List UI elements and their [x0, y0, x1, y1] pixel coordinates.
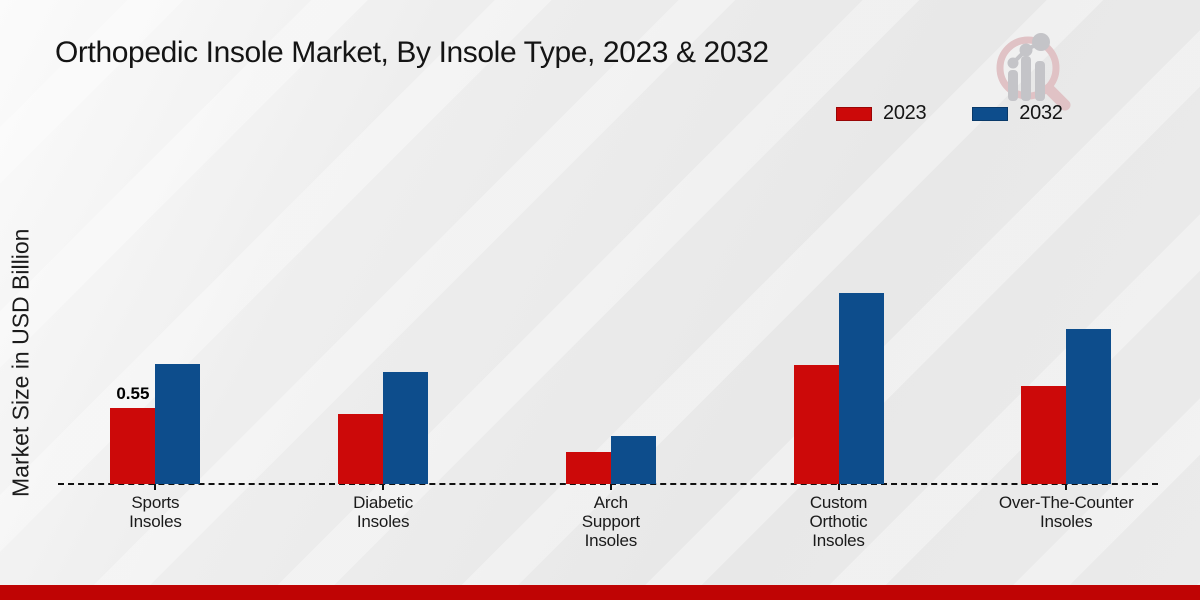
legend: 2023 2032: [836, 102, 1063, 125]
category-label: Sports Insoles: [129, 493, 182, 531]
bar-2032-4: [1066, 329, 1112, 484]
bar-2032-1: [383, 372, 429, 484]
x-axis-tick: [154, 484, 157, 490]
x-axis-baseline: [58, 483, 1158, 485]
legend-item-2032: 2032: [972, 102, 1063, 125]
footer-accent-bar: [0, 585, 1200, 600]
category-label: Diabetic Insoles: [353, 493, 413, 531]
market-research-logo-icon: [996, 33, 1071, 111]
x-axis-tick: [609, 484, 612, 490]
legend-swatch-2032: [972, 106, 1009, 121]
bar-2032-0: [155, 363, 201, 484]
x-axis-tick: [382, 484, 385, 490]
bar-2023-0: [110, 407, 156, 484]
legend-label-2032: 2032: [1019, 102, 1063, 124]
legend-item-2023: 2023: [836, 102, 927, 125]
legend-label-2023: 2023: [883, 102, 927, 124]
bar-2023-4: [1021, 385, 1067, 484]
bar-2032-2: [610, 435, 656, 484]
x-axis-tick: [1065, 484, 1068, 490]
legend-swatch-2023: [836, 106, 872, 121]
bar-2032-3: [838, 293, 884, 484]
bar-2023-2: [565, 452, 611, 484]
x-axis-tick: [837, 484, 840, 490]
category-label: Arch Support Insoles: [581, 493, 640, 550]
bar-value-label: 0.55: [116, 383, 150, 403]
bar-2023-1: [338, 413, 384, 484]
bar-2023-3: [793, 365, 839, 484]
chart-title: Orthopedic Insole Market, By Insole Type…: [55, 36, 769, 69]
category-label: Custom Orthotic Insoles: [809, 493, 868, 550]
category-label: Over-The-Counter Insoles: [998, 493, 1134, 531]
